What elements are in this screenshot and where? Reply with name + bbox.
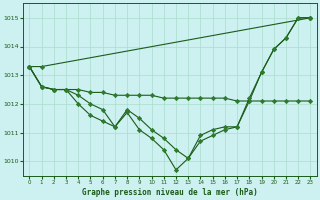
X-axis label: Graphe pression niveau de la mer (hPa): Graphe pression niveau de la mer (hPa)	[82, 188, 258, 197]
